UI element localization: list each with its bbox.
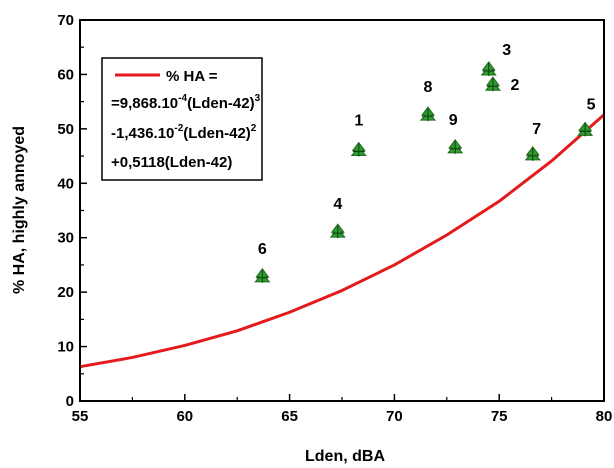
points-layer: 1 2 3 4 5 6 7 89 (254, 42, 596, 283)
data-point (350, 141, 367, 157)
legend: % HA = =9,868.10-4(Lden-42)3 -1,436.10-2… (101, 57, 263, 181)
data-point (577, 121, 594, 137)
data-point (447, 138, 464, 154)
x-tick-label: 65 (281, 408, 298, 425)
point-label: 9 (449, 112, 458, 129)
point-label: 3 (502, 42, 511, 59)
point-label: 2 (510, 77, 519, 94)
y-tick-label: 40 (57, 175, 74, 192)
legend-line3: -1,436.10-2(Lden-42)2 (111, 123, 257, 142)
data-point (480, 61, 497, 76)
y-tick-label: 30 (57, 230, 74, 247)
x-tick-label: 55 (72, 408, 89, 425)
y-tick-label: 70 (57, 12, 74, 29)
x-tick-label: 60 (176, 408, 193, 425)
legend-line1: % HA = (166, 68, 218, 85)
point-label: 7 (532, 121, 541, 138)
data-point (419, 106, 436, 122)
fit-curve (79, 113, 605, 369)
y-tick-label: 60 (57, 66, 74, 83)
y-tick-label: 50 (57, 121, 74, 138)
point-label: 4 (333, 196, 342, 213)
x-axis-title: Lden, dBA (305, 448, 385, 465)
legend-box (101, 57, 263, 181)
y-axis-title: % HA, highly annoyed (11, 126, 28, 294)
x-tick-label: 70 (386, 408, 403, 425)
legend-line4: +0,5118(Lden-42) (111, 154, 232, 171)
point-label: 1 (354, 113, 363, 130)
y-tick-label: 10 (57, 339, 74, 356)
legend-line2: =9,868.10-4(Lden-42)3 (111, 93, 261, 112)
y-tick-label: 20 (57, 284, 74, 301)
data-point (484, 76, 501, 92)
point-label: 8 (423, 79, 432, 96)
x-tick-label: 75 (491, 408, 508, 425)
curve-layer (79, 113, 605, 369)
data-point (329, 223, 346, 239)
point-label: 5 (587, 96, 596, 113)
data-point (524, 146, 541, 161)
point-label: 6 (258, 241, 267, 258)
x-tick-label: 80 (596, 408, 613, 425)
y-tick-label: 0 (66, 393, 74, 410)
data-point (254, 267, 271, 283)
